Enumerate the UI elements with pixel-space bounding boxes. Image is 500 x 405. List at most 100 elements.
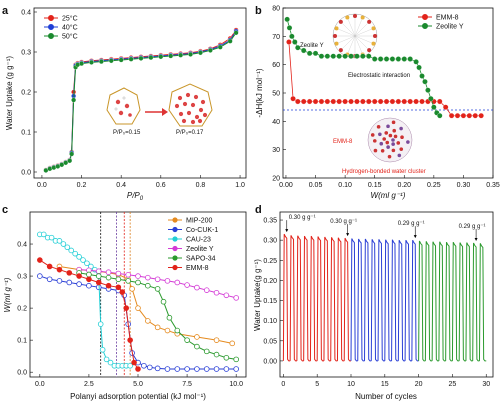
water-molecule-icon [186, 110, 192, 116]
atom-icon [378, 132, 382, 137]
cycle-trace [445, 241, 453, 362]
bond-icon [354, 28, 372, 37]
panel-d-xtick-label: 20 [415, 381, 423, 388]
atom-icon [386, 145, 390, 149]
annotation-label: 0.29 g g⁻¹ [459, 224, 486, 230]
atom-icon [391, 148, 396, 153]
water-molecule-icon [115, 99, 121, 105]
panel-a-ytick-label: 0.1 [21, 130, 31, 137]
enthalpy-point [342, 98, 348, 105]
polanyi-point [95, 268, 102, 275]
enthalpy-point [306, 98, 313, 105]
polanyi-point [48, 234, 55, 241]
isotherm-point [233, 30, 239, 36]
cycle-trace [336, 237, 345, 362]
hydrogen-icon [122, 96, 126, 100]
enthalpy-point [360, 98, 366, 105]
panel-b-ylabel: -ΔH(kJ mol⁻¹) [255, 68, 264, 117]
enthalpy-point [413, 59, 419, 65]
cycle-trace [418, 240, 426, 362]
panel-label-c: c [2, 204, 8, 216]
cycle-trace [303, 235, 311, 362]
legend-marker [172, 226, 178, 233]
legend-label: SAPO-34 [186, 256, 216, 263]
legend-label: 50°C [62, 33, 78, 41]
atom-icon [384, 131, 389, 135]
polanyi-point [84, 260, 90, 267]
enthalpy-point [437, 112, 443, 119]
panel-c-xtick-label: 2.5 [84, 381, 94, 388]
polanyi-point [233, 366, 239, 372]
cycle-trace [424, 241, 433, 362]
isotherm-point [67, 158, 73, 164]
polanyi-point [125, 271, 131, 278]
isotherm-point [69, 151, 75, 157]
legend-marker [48, 33, 55, 40]
legend-marker [48, 14, 55, 21]
polanyi-point [129, 286, 135, 292]
polanyi-point [213, 289, 220, 296]
atom-icon [382, 137, 387, 141]
pore-left-icon [106, 87, 141, 125]
cycle-trace [377, 239, 385, 362]
isotherm-point [63, 160, 69, 166]
enthalpy-point [419, 98, 425, 105]
polanyi-point [229, 340, 236, 347]
polanyi-point [213, 351, 220, 358]
enthalpy-point [377, 56, 384, 62]
panel-a-chart: 0.0 0.2 0.4 0.6 0.8 1.0 0.0 0.1 0.2 0.3 0.4 P/P₀=0… [5, 7, 247, 202]
enthalpy-point [348, 53, 354, 59]
panel-b-structures: Zeolite Y Electrostatic interaction EMM-… [300, 13, 426, 175]
cycle-trace [370, 239, 379, 362]
enthalpy-point [395, 98, 402, 105]
polanyi-point [86, 282, 92, 289]
water-molecule-icon [118, 110, 124, 116]
enthalpy-point [354, 53, 360, 59]
polanyi-point [80, 257, 86, 263]
legend-label: 40°C [62, 24, 78, 32]
water-molecule-icon [185, 92, 191, 98]
panel-b-ytick-label: 20 [272, 176, 280, 183]
atom-icon [392, 128, 397, 133]
bond-icon [338, 35, 356, 44]
atom-icon [379, 141, 384, 146]
panel-a-xtick-label: 0.6 [156, 182, 166, 189]
panel-b-xtick-label: 0.35 [486, 182, 500, 189]
enthalpy-point [312, 50, 319, 57]
panel-d-annotations: 0.30 g g⁻¹ 0.30 g g⁻¹ 0.29 g g⁻¹ 0.29 g g⁻¹ [285, 215, 486, 241]
polanyi-point [184, 366, 190, 372]
isotherm-point [118, 57, 124, 63]
cycle-trace [451, 241, 460, 362]
polanyi-point [66, 279, 73, 286]
panel-b-xtick-label: 0.00 [279, 182, 293, 189]
bond-icon [347, 19, 356, 37]
atom-icon [387, 154, 392, 159]
atom-icon [333, 34, 337, 38]
annotation-label: 0.29 g g⁻¹ [398, 221, 425, 227]
panel-b-ytick-label: 30 [272, 147, 280, 154]
polanyi-point [154, 286, 161, 292]
enthalpy-point [422, 78, 428, 85]
enthalpy-point [419, 73, 425, 79]
enthalpy-point [330, 98, 337, 105]
panel-c-xtick-label: 0.0 [35, 381, 45, 388]
isotherm-point [158, 54, 164, 60]
cycle-trace [411, 239, 419, 362]
inset-left-label: P/P₀=0.15 [113, 130, 141, 136]
panel-d-ytick-label: 0.15 [263, 298, 277, 305]
enthalpy-point [407, 56, 413, 62]
isotherm-point [59, 162, 65, 168]
panel-c-xtick-label: 5.0 [133, 381, 143, 388]
atom-icon [334, 26, 339, 31]
atom-icon [360, 15, 365, 20]
enthalpy-line-0 [288, 41, 482, 117]
panel-b-ytick-label: 50 [272, 91, 280, 98]
isotherm-point [188, 51, 193, 57]
panel-c-ylabel: W(ml g⁻¹) [3, 277, 12, 312]
bond-icon [354, 19, 363, 37]
isotherm-point [79, 61, 85, 67]
water-molecule-icon [181, 118, 187, 124]
polanyi-point [213, 337, 220, 343]
water-molecule-icon [190, 119, 196, 125]
